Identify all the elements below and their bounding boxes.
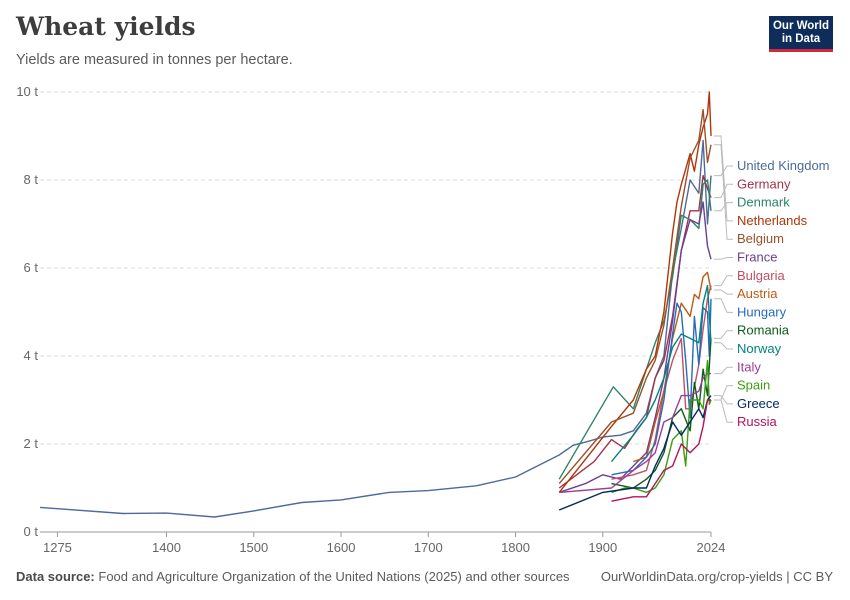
- legend-label-romania[interactable]: Romania: [737, 323, 790, 338]
- x-tick-label: 1400: [152, 540, 181, 555]
- legend-label-germany[interactable]: Germany: [737, 176, 791, 191]
- axes: 0 t 2 t 4 t 6 t 8 t 10 t 1275 1400 1500 1600 1700 1…: [16, 84, 725, 555]
- legend-connector: [714, 275, 733, 287]
- source-url[interactable]: OurWorldinData.org/crop-yields | CC BY: [600, 569, 833, 584]
- legend-connector: [714, 298, 733, 313]
- legend-connector: [714, 385, 733, 401]
- series-line-united-kingdom[interactable]: [39, 139, 712, 518]
- y-tick-label: 4 t: [24, 348, 39, 363]
- legend-connector: [714, 144, 733, 240]
- series-line-russia[interactable]: [611, 399, 712, 502]
- x-tick-label: 1500: [239, 540, 268, 555]
- y-tick-label: 8 t: [24, 172, 39, 187]
- legend-connector: [714, 202, 733, 212]
- legend-label-denmark[interactable]: Denmark: [737, 195, 790, 210]
- series-line-italy[interactable]: [559, 372, 711, 494]
- series-lines: [39, 91, 712, 518]
- series-line-austria[interactable]: [633, 271, 712, 463]
- series-line-romania[interactable]: [611, 338, 712, 489]
- x-tick-label: 1275: [43, 540, 72, 555]
- legend-connector: [714, 395, 733, 405]
- legend-label-norway[interactable]: Norway: [737, 341, 782, 356]
- logo-line-2: in Data: [781, 33, 821, 45]
- legend-labels: United Kingdom Germany Denmark Netherlands B…: [714, 135, 830, 429]
- legend-connector: [714, 330, 733, 339]
- legend-label-russia[interactable]: Russia: [737, 414, 778, 429]
- legend-label-italy[interactable]: Italy: [737, 359, 761, 374]
- legend-connector: [714, 342, 733, 350]
- series-line-greece[interactable]: [558, 395, 712, 511]
- series-line-germany[interactable]: [558, 174, 712, 489]
- y-tick-label: 0 t: [24, 524, 39, 539]
- y-tick-label: 2 t: [24, 436, 39, 451]
- series-line-hungary[interactable]: [611, 298, 712, 476]
- data-source-label: Data source:: [16, 569, 95, 584]
- legend-label-austria[interactable]: Austria: [737, 286, 778, 301]
- legend-connector: [714, 366, 733, 375]
- legend-connector: [714, 399, 733, 423]
- legend-label-netherlands[interactable]: Netherlands: [737, 213, 808, 228]
- x-tick-label: 1800: [501, 540, 530, 555]
- grid-lines: [40, 91, 711, 533]
- legend-label-hungary[interactable]: Hungary: [737, 304, 787, 319]
- legend-label-belgium[interactable]: Belgium: [737, 231, 784, 246]
- chart-title: Wheat yields: [16, 12, 196, 41]
- legend-label-united-kingdom[interactable]: United Kingdom: [737, 158, 830, 173]
- series-line-norway[interactable]: [610, 284, 712, 463]
- legend-label-france[interactable]: France: [737, 250, 777, 265]
- x-tick-label: 1600: [327, 540, 356, 555]
- series-line-spain[interactable]: [611, 359, 712, 494]
- series-line-netherlands[interactable]: [558, 91, 712, 493]
- x-tick-label: 1900: [588, 540, 617, 555]
- series-line-belgium[interactable]: [558, 108, 712, 485]
- legend-connector: [714, 135, 733, 222]
- series-line-bulgaria[interactable]: [611, 285, 712, 480]
- x-tick-label: 1700: [414, 540, 443, 555]
- data-source-text: Food and Agriculture Organization of the…: [98, 569, 570, 584]
- legend-label-greece[interactable]: Greece: [737, 396, 780, 411]
- logo-line-1: Our World: [772, 20, 829, 32]
- legend-connector: [714, 289, 733, 295]
- series-line-denmark[interactable]: [558, 179, 712, 480]
- x-tick-label: 2024: [697, 540, 726, 555]
- y-tick-label: 6 t: [24, 260, 39, 275]
- legend-label-bulgaria[interactable]: Bulgaria: [737, 268, 785, 283]
- legend-label-spain[interactable]: Spain: [737, 378, 770, 393]
- y-tick-label: 10 t: [16, 84, 38, 99]
- legend-connector: [714, 165, 733, 177]
- legend-connector: [714, 257, 733, 260]
- series-line-france[interactable]: [558, 201, 712, 494]
- data-source: Data source: Food and Agriculture Organi…: [16, 569, 570, 584]
- chart-subtitle: Yields are measured in tonnes per hectar…: [16, 52, 293, 68]
- owid-logo[interactable]: Our World in Data: [769, 16, 833, 52]
